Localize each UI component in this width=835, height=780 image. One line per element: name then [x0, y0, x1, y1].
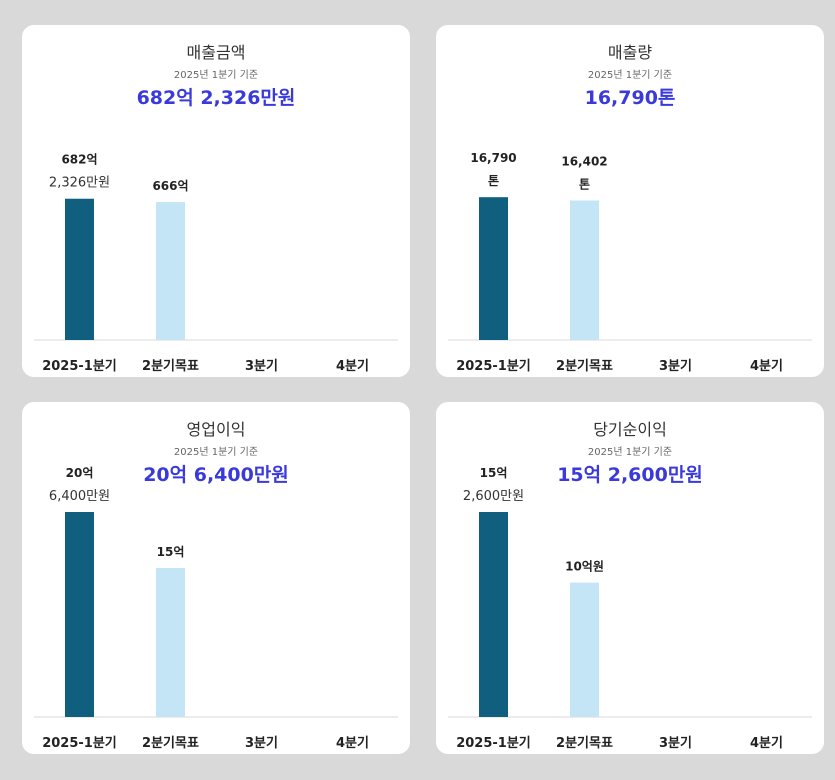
- x-tick-label: 3분기: [245, 359, 278, 374]
- x-tick-label: 2분기목표: [556, 736, 613, 751]
- x-tick-label: 2025-1분기: [456, 736, 531, 751]
- bar-actual: [479, 197, 508, 340]
- bar-data-label: 15억: [157, 545, 185, 559]
- headline-value: 15억 2,600만원: [557, 464, 703, 486]
- bar-data-label: 2,600만원: [463, 489, 524, 504]
- x-tick-label: 2분기목표: [142, 359, 199, 374]
- chart-subtitle: 2025년 1분기 기준: [587, 70, 673, 81]
- bar-data-label: 10억원: [565, 560, 604, 574]
- bar-chart: 2025-1분기 20억 6,400만원 2분기목표 15억 3분기 4분기: [34, 466, 398, 751]
- bar-chart: 2025-1분기 682억 2,326만원 2분기목표 666억 3분기 4분기: [34, 153, 398, 374]
- x-tick-label: 2분기목표: [556, 359, 613, 374]
- sales-volume-card: 매출량 2025년 1분기 기준 16,790톤 2025-1분기 16,790 톤…: [436, 25, 824, 377]
- net-income-card: 당기순이익 2025년 1분기 기준 15억 2,600만원 2025-1분기 1…: [436, 402, 824, 754]
- headline-value: 682억 2,326만원: [136, 87, 296, 109]
- headline-value: 16,790톤: [584, 87, 676, 109]
- sales-amount-card: 매출금액 2025년 1분기 기준 682억 2,326만원 2025-1분기 6…: [22, 25, 410, 377]
- bar-data-label: 15억: [480, 466, 508, 480]
- bar-chart: 2025-1분기 15억 2,600만원 2분기목표 10억원 3분기 4분기: [448, 466, 812, 751]
- bar-data-label: 톤: [488, 174, 499, 188]
- headline-value: 20억 6,400만원: [143, 464, 289, 486]
- operating-profit-card: 영업이익 2025년 1분기 기준 20억 6,400만원 2025-1분기 20…: [22, 402, 410, 754]
- x-tick-label: 3분기: [659, 736, 692, 751]
- chart-title: 영업이익: [186, 420, 246, 439]
- x-tick-label: 4분기: [336, 736, 369, 751]
- x-tick-label: 4분기: [750, 736, 783, 751]
- x-tick-label: 4분기: [336, 359, 369, 374]
- bar-data-label: 20억: [66, 466, 94, 480]
- chart-subtitle: 2025년 1분기 기준: [587, 447, 673, 458]
- bar-target: [156, 568, 185, 717]
- x-tick-label: 2025-1분기: [456, 359, 531, 374]
- bar-data-label: 16,790: [470, 151, 516, 165]
- x-tick-label: 2025-1분기: [42, 736, 117, 751]
- chart-subtitle: 2025년 1분기 기준: [173, 447, 259, 458]
- bar-chart: 2025-1분기 16,790 톤 2분기목표 16,402 톤 3분기 4분기: [448, 151, 812, 374]
- bar-target: [570, 200, 599, 340]
- bar-data-label: 682억: [61, 153, 97, 167]
- x-tick-label: 2025-1분기: [42, 359, 117, 374]
- bar-target: [156, 202, 185, 340]
- chart-subtitle: 2025년 1분기 기준: [173, 70, 259, 81]
- bar-data-label: 6,400만원: [49, 489, 110, 504]
- bar-target: [570, 582, 599, 717]
- chart-title: 매출량: [607, 43, 653, 62]
- bar-actual: [65, 512, 94, 717]
- bar-data-label: 16,402: [561, 154, 607, 168]
- chart-title: 당기순이익: [593, 420, 667, 439]
- bar-data-label: 666억: [152, 179, 188, 193]
- bar-actual: [479, 512, 508, 717]
- x-tick-label: 4분기: [750, 359, 783, 374]
- bar-data-label: 톤: [579, 177, 590, 191]
- x-tick-label: 3분기: [245, 736, 278, 751]
- bar-actual: [65, 198, 94, 340]
- bar-data-label: 2,326만원: [49, 176, 110, 191]
- x-tick-label: 2분기목표: [142, 736, 199, 751]
- chart-title: 매출금액: [186, 43, 246, 62]
- x-tick-label: 3분기: [659, 359, 692, 374]
